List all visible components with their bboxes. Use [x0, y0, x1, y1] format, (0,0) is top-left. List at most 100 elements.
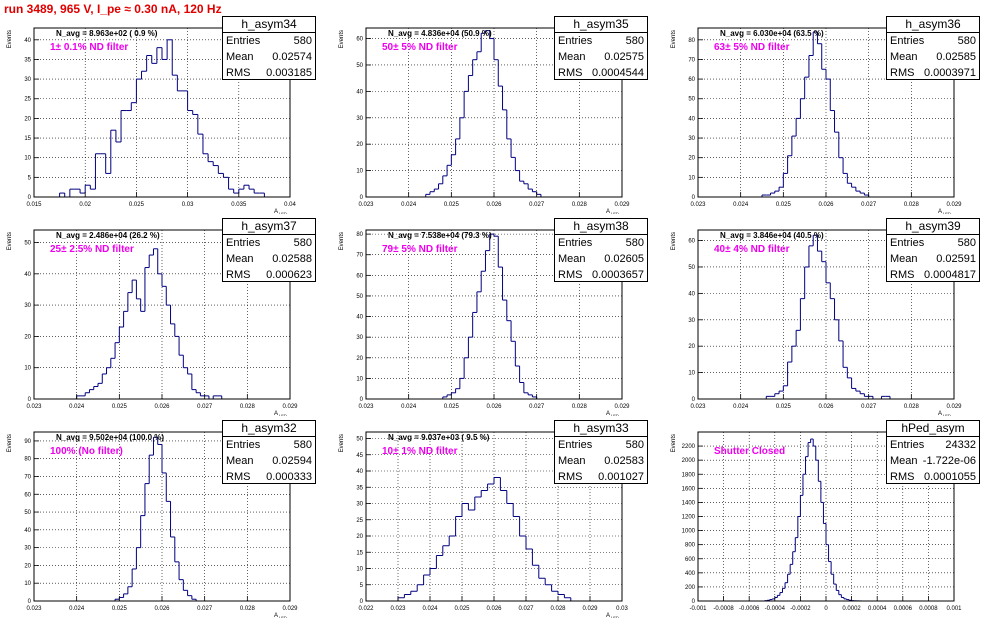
filter-label: 40± 4% ND filter [714, 244, 790, 255]
y-tick-label: 0 [692, 397, 696, 403]
y-tick-label: 30 [688, 318, 695, 324]
x-tick-label: -0.0006 [739, 606, 760, 612]
stats-value: -1.722e-06 [922, 455, 976, 467]
x-tick-label: 0.026 [486, 202, 502, 208]
stats-box: h_asym38 Entries 580 Mean 0.02605 RMS 0.000365… [554, 218, 648, 282]
x-axis-label-subscript: LED [611, 211, 619, 214]
x-tick-label: 0.0004 [868, 606, 887, 612]
stats-value: 0.02594 [272, 455, 312, 467]
navg-label: N_avg = 7.538e+04 (79.3 %) [388, 231, 492, 240]
y-tick-label: 2000 [682, 458, 696, 464]
stats-row-entries: Entries 580 [887, 33, 979, 49]
y-tick-label: 0 [692, 599, 696, 605]
filter-label: 63± 5% ND filter [714, 42, 790, 53]
x-tick-label: 0.0008 [919, 606, 938, 612]
stats-row-entries: Entries 580 [555, 33, 647, 49]
y-tick-label: 10 [356, 567, 363, 573]
y-tick-label: 1400 [682, 500, 696, 506]
stats-box-title: h_asym36 [887, 17, 979, 33]
x-tick-label: 0.022 [358, 606, 374, 612]
stats-label: RMS [226, 269, 251, 281]
y-tick-label: 10 [356, 169, 363, 175]
stats-row-entries: Entries 580 [223, 235, 315, 251]
y-tick-label: 1600 [682, 486, 696, 492]
x-tick-label: 0.028 [572, 404, 588, 410]
stats-value: 0.0004817 [924, 269, 976, 281]
stats-row-rms: RMS 0.0004817 [887, 267, 979, 283]
x-tick-label: 0.04 [284, 202, 296, 208]
x-tick-label: 0.03 [616, 606, 628, 612]
stats-value: 0.000333 [266, 471, 312, 483]
y-axis-label: Events [7, 30, 13, 48]
stats-box-title: h_asym34 [223, 17, 315, 33]
stats-value: 0.0003657 [592, 269, 644, 281]
y-tick-label: 30 [356, 116, 363, 122]
stats-label: Mean [890, 253, 918, 265]
histogram-plot: -0.001 -0.0008 -0.0006 -0.0004 -0.0002 0 0.000… [671, 431, 962, 612]
stats-label: Entries [558, 237, 593, 249]
stats-row-entries: Entries 24332 [887, 437, 979, 453]
x-axis-label-subscript: LED [611, 615, 619, 618]
x-tick-label: 0 [824, 606, 828, 612]
stats-row-rms: RMS 0.0004544 [555, 65, 647, 81]
histogram-panel-h_asym39: 0.023 0.024 0.025 0.026 0.027 0.028 0.029 0 10 20… [664, 216, 994, 416]
x-axis-label: A [938, 411, 942, 416]
stats-value: 580 [957, 35, 976, 47]
x-tick-label: 0.024 [401, 202, 417, 208]
histogram-panel-h_asym36: 0.023 0.024 0.025 0.026 0.027 0.028 0.029 0 10 20… [664, 14, 994, 214]
y-axis-label: Events [339, 434, 345, 452]
x-tick-label: 0.027 [197, 606, 213, 612]
stats-box-title: h_asym35 [555, 17, 647, 33]
stats-row-mean: Mean 0.02575 [555, 49, 647, 65]
y-tick-label: 40 [356, 89, 363, 95]
x-tick-label: 0.025 [444, 404, 460, 410]
stats-value: 0.02585 [936, 51, 976, 63]
stats-label: Mean [226, 455, 254, 467]
histogram-panel-h_asym37: 0.023 0.024 0.025 0.026 0.027 0.028 0.029 0 10 20… [0, 216, 330, 416]
navg-label: N_avg = 2.486e+04 (26.2 %) [56, 231, 160, 240]
y-tick-label: 20 [24, 116, 31, 122]
x-tick-label: 0.025 [129, 202, 145, 208]
y-tick-label: 20 [688, 156, 695, 162]
x-axis-label: A [274, 209, 278, 214]
x-tick-label: 0.023 [26, 606, 42, 612]
y-tick-label: 200 [685, 585, 696, 591]
y-tick-label: 35 [356, 485, 363, 491]
x-tick-label: 0.029 [614, 202, 630, 208]
x-tick-label: 0.028 [240, 606, 256, 612]
x-tick-label: 0.027 [861, 202, 877, 208]
y-tick-label: 20 [24, 563, 31, 569]
x-tick-label: 0.026 [486, 606, 502, 612]
y-tick-label: 30 [24, 546, 31, 552]
x-axis-label-subscript: LED [279, 413, 287, 416]
y-tick-label: 30 [356, 502, 363, 508]
y-tick-label: 50 [24, 510, 31, 516]
y-tick-label: 0 [28, 599, 32, 605]
histogram-plot: 0.023 0.024 0.025 0.026 0.027 0.028 0.029 0 10 20… [7, 229, 298, 416]
y-tick-label: 50 [356, 294, 363, 300]
y-tick-label: 40 [24, 38, 31, 44]
x-tick-label: 0.023 [358, 202, 374, 208]
stats-row-entries: Entries 580 [555, 437, 647, 453]
y-tick-label: 0 [360, 195, 364, 201]
stats-row-rms: RMS 0.000623 [223, 267, 315, 283]
y-tick-label: 60 [356, 37, 363, 43]
y-axis-label: Events [671, 30, 677, 48]
y-tick-label: 1800 [682, 472, 696, 478]
stats-value: 580 [293, 237, 312, 249]
x-tick-label: 0.028 [550, 606, 566, 612]
y-tick-label: 25 [356, 518, 363, 524]
stats-value: 0.001027 [598, 471, 644, 483]
y-tick-label: 20 [356, 356, 363, 362]
stats-row-mean: Mean 0.02605 [555, 251, 647, 267]
stats-box-title: h_asym38 [555, 219, 647, 235]
stats-row-entries: Entries 580 [223, 437, 315, 453]
x-tick-label: 0.024 [69, 404, 85, 410]
x-tick-label: 0.025 [444, 202, 460, 208]
y-tick-label: 30 [356, 335, 363, 341]
stats-label: RMS [226, 471, 251, 483]
x-tick-label: 0.001 [946, 606, 962, 612]
x-tick-label: 0.027 [529, 404, 545, 410]
stats-label: Mean [558, 455, 586, 467]
stats-value: 0.02588 [272, 253, 312, 265]
